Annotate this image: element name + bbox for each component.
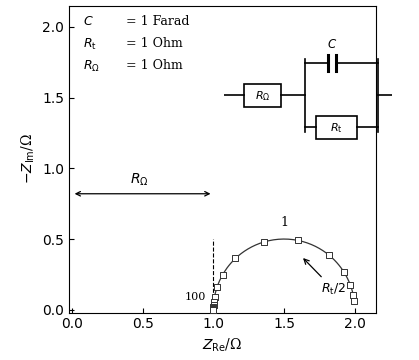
Y-axis label: $-Z_{\mathrm{Im}}$/Ω: $-Z_{\mathrm{Im}}$/Ω	[19, 134, 36, 184]
Point	[295, 238, 301, 243]
Point	[210, 306, 217, 312]
Point	[210, 306, 217, 312]
Text: $C$: $C$	[327, 37, 337, 51]
Text: 1: 1	[280, 216, 288, 229]
Bar	[316, 116, 357, 139]
Point	[210, 307, 217, 313]
Text: = 1 Ohm: = 1 Ohm	[126, 37, 182, 50]
Point	[210, 307, 217, 313]
Bar	[244, 84, 281, 107]
Point	[232, 256, 239, 261]
Text: $R_{\Omega}$: $R_{\Omega}$	[130, 172, 149, 188]
Point	[210, 307, 217, 312]
Point	[341, 269, 347, 275]
Point	[211, 294, 218, 300]
Point	[210, 307, 217, 313]
Point	[210, 302, 217, 308]
Point	[210, 306, 217, 312]
X-axis label: $Z_{\mathrm{Re}}$/Ω: $Z_{\mathrm{Re}}$/Ω	[202, 337, 243, 355]
Point	[351, 298, 358, 304]
Point	[347, 283, 354, 288]
Point	[210, 307, 217, 312]
Text: = 1 Ohm: = 1 Ohm	[126, 59, 182, 72]
Point	[210, 307, 217, 312]
Point	[210, 305, 217, 311]
Point	[214, 284, 220, 290]
Text: $R_{\Omega}$: $R_{\Omega}$	[83, 59, 100, 75]
Text: $R_{\mathrm{t}}$: $R_{\mathrm{t}}$	[330, 121, 343, 135]
Point	[210, 307, 217, 312]
Text: $R_{\mathrm{t}}$: $R_{\mathrm{t}}$	[83, 37, 97, 53]
Text: $R_{\Omega}$: $R_{\Omega}$	[255, 89, 270, 103]
Point	[326, 252, 333, 258]
Point	[219, 272, 226, 278]
Point	[350, 293, 357, 298]
Point	[210, 307, 217, 312]
Point	[210, 304, 217, 310]
Text: $C$: $C$	[83, 15, 94, 28]
Point	[261, 239, 268, 245]
Text: = 1 Farad: = 1 Farad	[126, 15, 189, 28]
Point	[210, 307, 217, 313]
Point	[210, 299, 217, 305]
Point	[210, 307, 217, 313]
Text: 100: 100	[185, 292, 206, 302]
Text: $R_{\mathrm{t}}/2$: $R_{\mathrm{t}}/2$	[304, 259, 346, 297]
